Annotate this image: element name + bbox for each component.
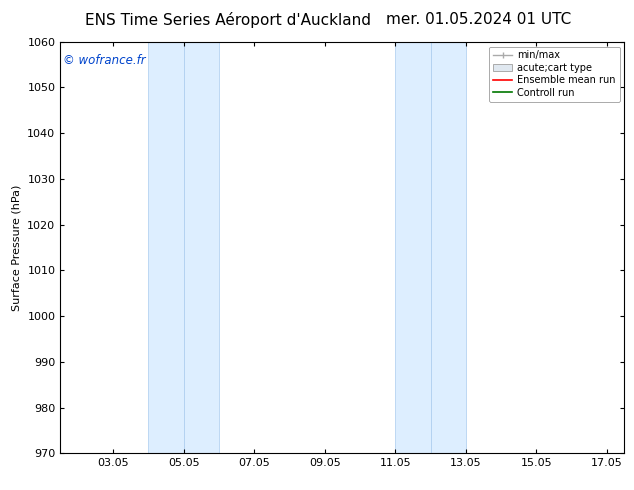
- Bar: [430, 42, 466, 453]
- Text: mer. 01.05.2024 01 UTC: mer. 01.05.2024 01 UTC: [386, 12, 571, 27]
- Bar: [184, 42, 219, 453]
- Text: © wofrance.fr: © wofrance.fr: [63, 54, 146, 67]
- Bar: [395, 42, 430, 453]
- Legend: min/max, acute;cart type, Ensemble mean run, Controll run: min/max, acute;cart type, Ensemble mean …: [489, 47, 619, 101]
- Bar: [148, 42, 184, 453]
- Y-axis label: Surface Pressure (hPa): Surface Pressure (hPa): [11, 184, 22, 311]
- Text: ENS Time Series Aéroport d'Auckland: ENS Time Series Aéroport d'Auckland: [85, 12, 372, 28]
